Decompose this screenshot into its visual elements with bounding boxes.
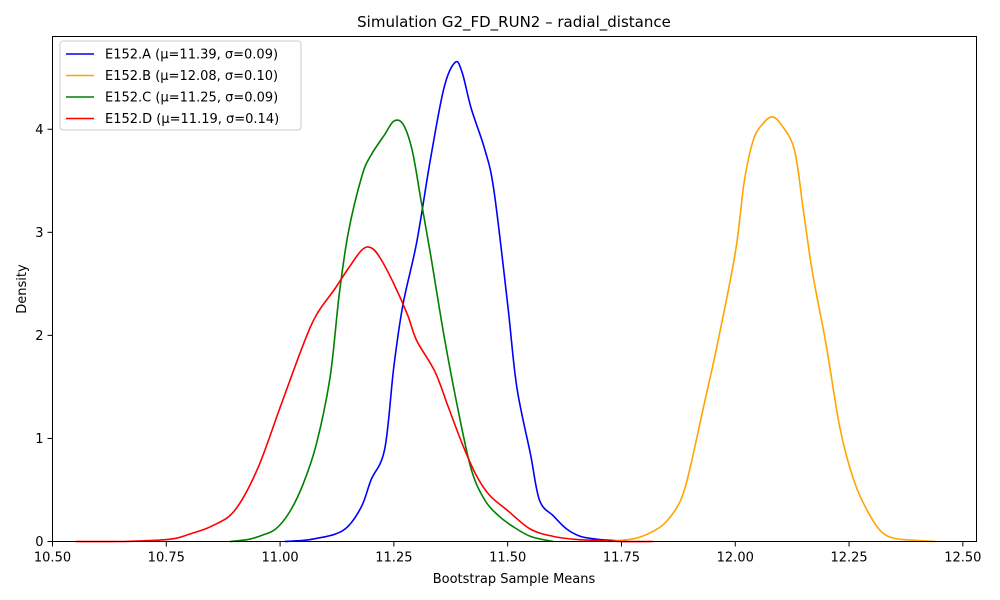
chart-title: Simulation G2_FD_RUN2 – radial_distance (357, 13, 671, 32)
legend-entry-label: E152.C (μ=11.25, σ=0.09) (105, 91, 278, 106)
plot-frame (52, 36, 977, 542)
x-tick-label: 12.25 (830, 551, 867, 566)
legend-entry-label: E152.A (μ=11.39, σ=0.09) (105, 48, 278, 63)
y-tick-label: 0 (35, 535, 43, 550)
legend-entry-label: E152.D (μ=11.19, σ=0.14) (105, 112, 279, 127)
x-tick-label: 11.25 (375, 551, 412, 566)
series-line-1 (284, 60, 627, 543)
y-tick-label: 4 (35, 123, 43, 138)
x-tick-label: 10.50 (34, 551, 71, 566)
legend-entry-label: E152.B (μ=12.08, σ=0.10) (105, 69, 278, 84)
x-axis: 10.50 10.75 11.00 11.25 11.50 11.75 12.00 12.25… (34, 541, 981, 566)
legend: E152.A (μ=11.39, σ=0.09) E152.B (μ=12.08,… (59, 40, 302, 131)
y-tick-label: 2 (35, 329, 43, 344)
x-tick-label: 12.00 (717, 551, 754, 566)
series-line-4 (75, 246, 654, 543)
y-axis: 0 1 2 3 4 (35, 123, 53, 550)
y-tick-label: 1 (35, 432, 43, 447)
x-tick-label: 11.50 (489, 551, 526, 566)
x-axis-label: Bootstrap Sample Means (433, 572, 596, 587)
y-axis-label: Density (15, 264, 30, 314)
x-tick-label: 12.50 (944, 551, 981, 566)
series-line-3 (229, 119, 554, 543)
legend-box (59, 40, 302, 131)
plot-area (75, 60, 936, 543)
y-tick-label: 3 (35, 226, 43, 241)
x-tick-label: 11.00 (261, 551, 298, 566)
x-tick-label: 10.75 (148, 551, 185, 566)
series-line-2 (607, 116, 936, 543)
x-tick-label: 11.75 (603, 551, 640, 566)
